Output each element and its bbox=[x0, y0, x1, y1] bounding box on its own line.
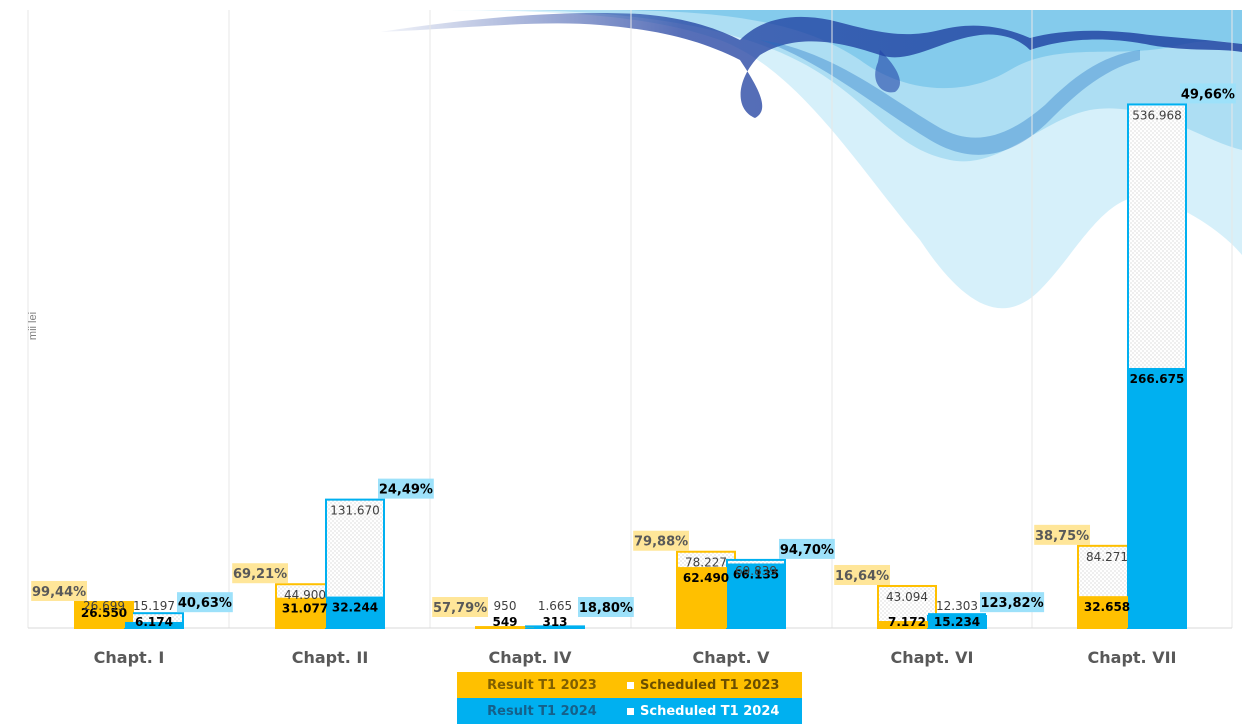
bar-result-2023-0 bbox=[75, 602, 133, 628]
pct-2024-bg-0 bbox=[177, 592, 233, 613]
pct-2023-5: 38,75% bbox=[1035, 529, 1089, 544]
wave-light-1 bbox=[430, 10, 1242, 309]
label-scheduled-2024-3: 69.839 bbox=[735, 564, 777, 578]
pct-2024-bg-2 bbox=[578, 597, 634, 617]
pct-2023-0: 99,44% bbox=[32, 585, 86, 600]
label-result-2024-1: 32.244 bbox=[332, 601, 378, 615]
label-result-2023-2: 549 bbox=[492, 615, 517, 629]
label-scheduled-2024-2: 1.665 bbox=[538, 599, 572, 613]
bar-scheduled-2023-4 bbox=[877, 584, 937, 629]
label-scheduled-2023-0: 26.699 bbox=[83, 599, 125, 613]
label-scheduled-2024-5: 536.968 bbox=[1132, 108, 1182, 122]
legend-row-2023: Result T1 2023 Scheduled T1 2023 bbox=[457, 672, 802, 698]
pct-2023-1: 69,21% bbox=[233, 567, 287, 582]
legend-swatch-scheduled-2023 bbox=[627, 681, 634, 689]
pct-2024-bg-4 bbox=[980, 592, 1045, 613]
label-scheduled-2024-0: 15.197 bbox=[133, 599, 175, 613]
bar-result-2024-5 bbox=[1128, 367, 1186, 628]
bar-result-2023-2 bbox=[476, 627, 534, 628]
label-result-2024-3: 66.135 bbox=[733, 568, 779, 582]
bar-result-2023-1 bbox=[276, 597, 334, 628]
pct-2023-bg-3 bbox=[633, 530, 689, 551]
pct-2024-5: 49,66% bbox=[1181, 87, 1235, 102]
label-result-2023-1: 31.077 bbox=[282, 602, 328, 616]
bar-result-2023-4 bbox=[878, 621, 936, 628]
pct-2024-bg-1 bbox=[378, 478, 434, 499]
category-label-2: Chapt. IV bbox=[488, 648, 572, 667]
pct-2024-4: 123,82% bbox=[980, 596, 1043, 611]
legend-row-2024: Result T1 2024 Scheduled T1 2024 bbox=[457, 698, 802, 724]
label-result-2023-5: 32.658 bbox=[1084, 600, 1130, 614]
bar-result-2023-5 bbox=[1078, 596, 1136, 628]
bar-result-2024-0 bbox=[125, 621, 183, 628]
pct-2024-1: 24,49% bbox=[379, 483, 433, 498]
category-label-1: Chapt. II bbox=[292, 648, 369, 667]
pct-2023-bg-1 bbox=[232, 563, 288, 584]
wave-mid-1 bbox=[760, 40, 1140, 155]
wave-dark-2 bbox=[875, 50, 900, 93]
legend-scheduled-2024-item: Scheduled T1 2024 bbox=[627, 704, 802, 719]
wave-decoration bbox=[380, 10, 1242, 309]
bar-result-2023-3 bbox=[677, 567, 735, 628]
label-result-2024-5: 266.675 bbox=[1130, 372, 1185, 386]
label-scheduled-2024-1: 131.670 bbox=[330, 504, 380, 518]
label-scheduled-2023-1: 44.900 bbox=[284, 588, 326, 602]
category-label-5: Chapt. VII bbox=[1088, 648, 1177, 667]
bar-result-2024-3 bbox=[727, 563, 785, 628]
pct-2024-2: 18,80% bbox=[579, 601, 633, 616]
legend-scheduled-2023: Scheduled T1 2023 bbox=[640, 677, 780, 693]
pct-2023-bg-2 bbox=[432, 597, 488, 617]
pct-2024-bg-3 bbox=[779, 538, 835, 559]
pct-2023-bg-5 bbox=[1034, 524, 1090, 545]
pct-2023-4: 16,64% bbox=[835, 569, 889, 584]
pct-2024-0: 40,63% bbox=[178, 596, 232, 611]
bar-result-2024-4 bbox=[928, 613, 986, 628]
legend-result-2024: Result T1 2024 bbox=[487, 703, 597, 719]
pct-2023-3: 79,88% bbox=[634, 535, 688, 550]
pct-2024-bg-5 bbox=[1180, 83, 1236, 104]
pct-2023-bg-4 bbox=[834, 564, 890, 585]
label-result-2023-0: 26.550 bbox=[81, 606, 127, 620]
label-scheduled-2023-5: 84.271 bbox=[1086, 550, 1128, 564]
bar-result-2024-1 bbox=[326, 596, 384, 628]
label-scheduled-2024-4: 12.303 bbox=[936, 599, 978, 613]
label-result-2024-4: 15.234 bbox=[934, 615, 980, 629]
category-label-3: Chapt. V bbox=[692, 648, 770, 667]
legend-result-2023: Result T1 2023 bbox=[487, 677, 597, 693]
legend-scheduled-2023-item: Scheduled T1 2023 bbox=[627, 678, 802, 693]
y-axis-label: mii lei bbox=[27, 312, 39, 340]
wave-dark-1 bbox=[380, 12, 1242, 119]
category-label-0: Chapt. I bbox=[94, 648, 165, 667]
legend-swatch-scheduled-2024 bbox=[627, 707, 634, 715]
label-scheduled-2023-3: 78.227 bbox=[685, 556, 727, 570]
pct-2024-3: 94,70% bbox=[780, 543, 834, 558]
label-result-2023-4: 7.172 bbox=[888, 615, 926, 629]
label-result-2023-3: 62.490 bbox=[683, 571, 729, 585]
label-result-2024-0: 6.174 bbox=[135, 615, 173, 629]
pct-2023-2: 57,79% bbox=[433, 601, 487, 616]
legend-scheduled-2024: Scheduled T1 2024 bbox=[640, 703, 780, 719]
pct-2023-bg-0 bbox=[31, 580, 87, 601]
label-scheduled-2023-4: 43.094 bbox=[886, 590, 928, 604]
category-label-4: Chapt. VI bbox=[890, 648, 973, 667]
label-result-2024-2: 313 bbox=[542, 615, 567, 629]
label-scheduled-2023-2: 950 bbox=[494, 599, 517, 613]
